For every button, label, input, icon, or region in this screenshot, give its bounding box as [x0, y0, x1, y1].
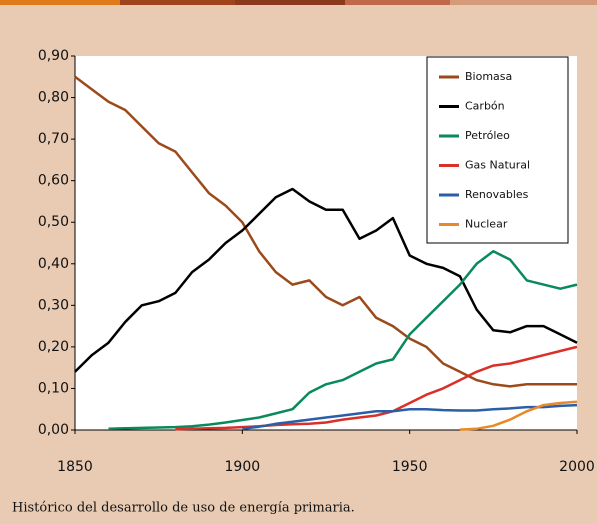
- legend-label: Gas Natural: [465, 159, 530, 172]
- y-tick-label: 0,80: [38, 90, 69, 106]
- y-tick-label: 0,30: [38, 297, 69, 313]
- legend-label: Renovables: [465, 188, 529, 201]
- stripe: [120, 0, 235, 5]
- x-tick-label: 1900: [225, 459, 261, 475]
- x-tick-label: 2000: [559, 459, 595, 475]
- line-series: [175, 345, 578, 431]
- legend-label: Petróleo: [465, 129, 510, 142]
- y-tick-label: 0,40: [38, 256, 69, 272]
- y-tick-label: 0,60: [38, 173, 69, 189]
- stripe: [450, 0, 597, 5]
- stripe: [0, 0, 120, 5]
- line-series: [459, 400, 578, 431]
- stripe: [235, 0, 345, 5]
- line-series: [242, 403, 578, 431]
- y-tick-label: 0,00: [38, 422, 69, 438]
- y-tick-label: 0,90: [38, 48, 69, 64]
- y-tick-label: 0,20: [38, 339, 69, 355]
- legend-label: Carbón: [465, 100, 505, 113]
- x-tick-label: 1950: [392, 459, 428, 475]
- x-tick-label: 1850: [57, 459, 93, 475]
- line-series: [74, 75, 577, 388]
- line-series: [108, 250, 578, 431]
- y-tick-label: 0,70: [38, 131, 69, 147]
- legend-label: Biomasa: [465, 70, 512, 83]
- line-series: [74, 187, 578, 373]
- y-tick-label: 0,50: [38, 214, 69, 230]
- caption: Histórico del desarrollo de uso de energ…: [12, 501, 355, 516]
- stripe: [345, 0, 450, 5]
- y-tick-label: 0,10: [38, 380, 69, 396]
- legend-box: [426, 56, 569, 244]
- legend-label: Nuclear: [465, 218, 508, 231]
